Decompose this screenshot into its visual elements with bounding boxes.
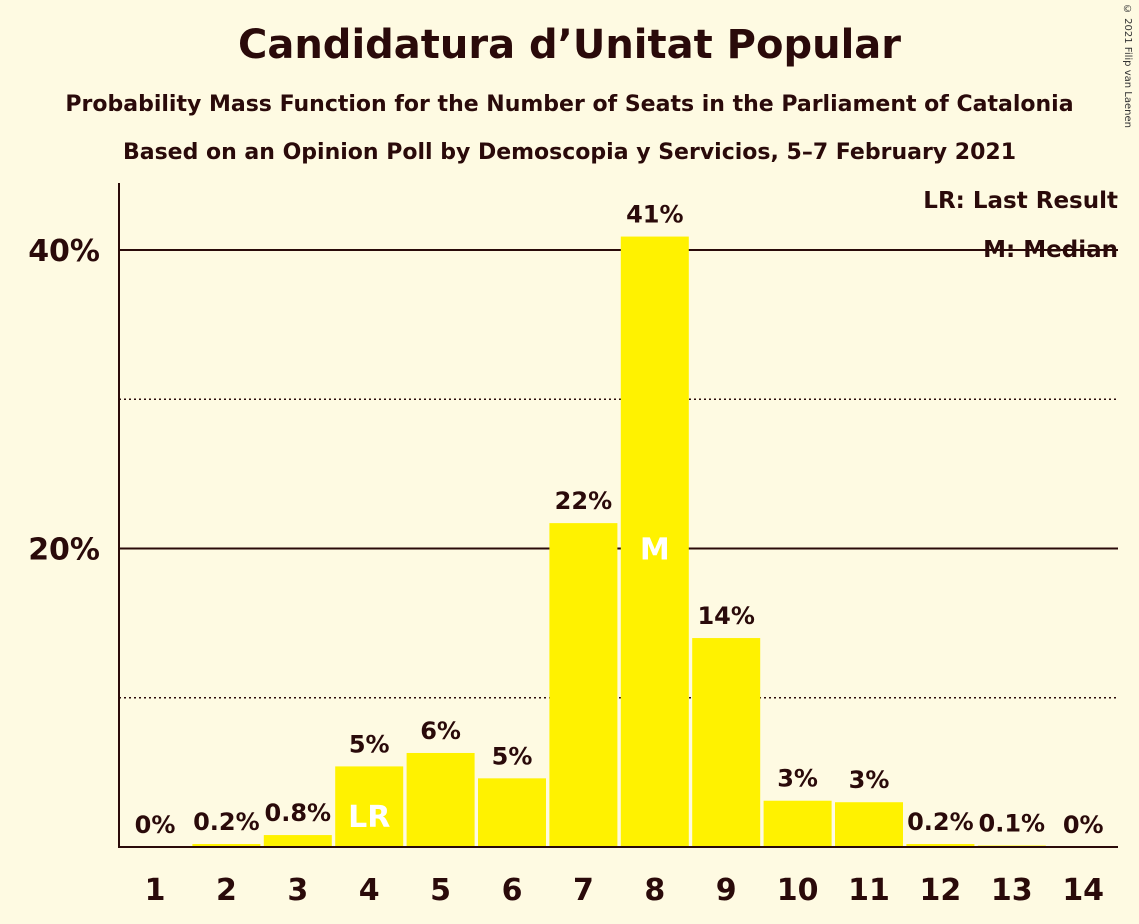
bar [835,802,903,847]
value-label: 3% [849,766,890,794]
value-label: 22% [555,487,612,515]
value-label: 41% [626,201,683,229]
y-tick-label: 20% [28,533,100,568]
value-label: 6% [420,717,461,745]
chart-subtitle-source: Based on an Opinion Poll by Demoscopia y… [122,140,1017,165]
y-tick-label: 40% [28,234,100,269]
bar [478,778,546,847]
x-tick-label: 7 [573,873,594,908]
bar [549,523,618,847]
value-label: 5% [492,742,533,770]
value-label: 14% [697,602,754,630]
x-tick-label: 2 [216,873,237,908]
x-tick-label: 6 [502,873,523,908]
x-tick-label: 4 [359,873,380,908]
bar [335,766,404,847]
legend-last-result: LR: Last Result [923,188,1118,214]
value-label: 3% [777,765,818,793]
bar-marker-label: LR [348,800,390,835]
x-tick-label: 12 [920,873,962,908]
bar-marker-label: M [640,533,670,568]
value-label: 0.8% [265,799,332,827]
value-label: 5% [349,730,390,758]
x-tick-label: 10 [777,873,819,908]
value-label: 0.2% [193,808,260,836]
chart-title: Candidatura d’Unitat Popular [237,22,902,68]
x-tick-label: 13 [991,873,1033,908]
bar [263,835,332,847]
bar [620,236,689,847]
x-tick-label: 11 [848,873,890,908]
bar [692,638,761,847]
bar [763,800,832,847]
value-label: 0.1% [979,810,1046,838]
value-label: 0.2% [907,808,974,836]
x-tick-label: 3 [287,873,308,908]
value-label: 0% [135,811,176,839]
value-label: 0% [1063,811,1104,839]
bar [192,844,261,847]
chart-subtitle: Probability Mass Function for the Number… [65,92,1074,117]
copyright-note: © 2021 Filip van Laenen [1122,4,1133,128]
bar [906,844,975,847]
x-tick-label: 8 [644,873,665,908]
x-tick-label: 1 [145,873,166,908]
x-tick-label: 14 [1062,873,1104,908]
legend-median: M: Median [983,237,1118,263]
bar [406,752,475,847]
x-tick-label: 9 [716,873,737,908]
x-tick-label: 5 [430,873,451,908]
